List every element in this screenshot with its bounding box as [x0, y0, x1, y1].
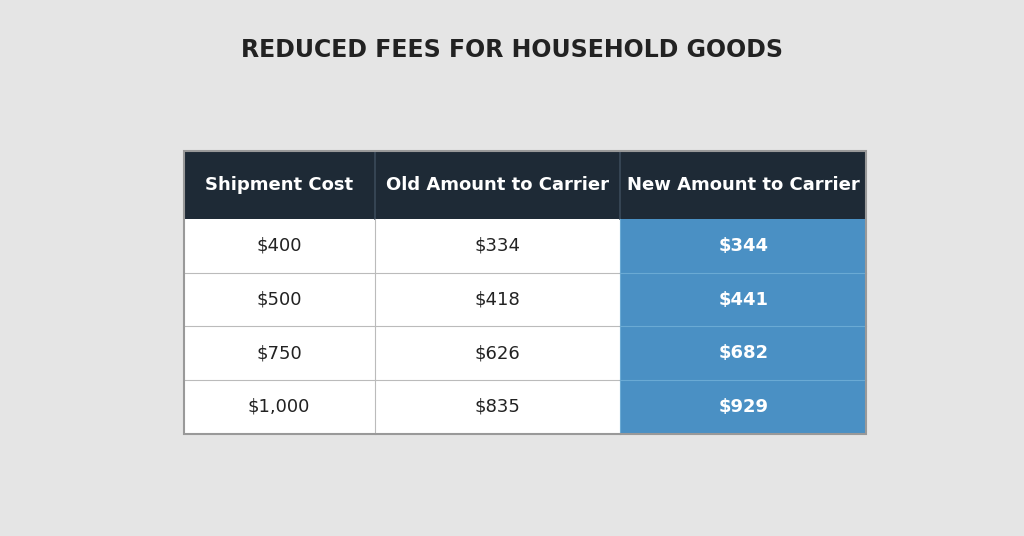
- Text: $344: $344: [718, 237, 768, 255]
- Text: $418: $418: [475, 291, 520, 309]
- FancyBboxPatch shape: [183, 273, 375, 326]
- Text: $835: $835: [474, 398, 520, 416]
- Text: $750: $750: [256, 344, 302, 362]
- Text: REDUCED FEES FOR HOUSEHOLD GOODS: REDUCED FEES FOR HOUSEHOLD GOODS: [241, 38, 783, 62]
- Text: $500: $500: [256, 291, 302, 309]
- FancyBboxPatch shape: [375, 219, 621, 273]
- FancyBboxPatch shape: [375, 151, 621, 219]
- Text: $626: $626: [475, 344, 520, 362]
- Text: $682: $682: [718, 344, 768, 362]
- FancyBboxPatch shape: [183, 219, 375, 273]
- Text: $334: $334: [474, 237, 520, 255]
- FancyBboxPatch shape: [183, 326, 375, 380]
- FancyBboxPatch shape: [183, 151, 375, 219]
- Text: Shipment Cost: Shipment Cost: [205, 176, 353, 194]
- FancyBboxPatch shape: [183, 380, 375, 434]
- Text: $441: $441: [718, 291, 768, 309]
- Text: $929: $929: [718, 398, 768, 416]
- FancyBboxPatch shape: [375, 380, 621, 434]
- FancyBboxPatch shape: [621, 219, 866, 273]
- FancyBboxPatch shape: [621, 326, 866, 380]
- FancyBboxPatch shape: [621, 151, 866, 219]
- FancyBboxPatch shape: [621, 380, 866, 434]
- Text: $400: $400: [256, 237, 302, 255]
- FancyBboxPatch shape: [375, 273, 621, 326]
- Text: $1,000: $1,000: [248, 398, 310, 416]
- Text: Old Amount to Carrier: Old Amount to Carrier: [386, 176, 609, 194]
- Text: New Amount to Carrier: New Amount to Carrier: [627, 176, 859, 194]
- FancyBboxPatch shape: [621, 273, 866, 326]
- FancyBboxPatch shape: [375, 326, 621, 380]
